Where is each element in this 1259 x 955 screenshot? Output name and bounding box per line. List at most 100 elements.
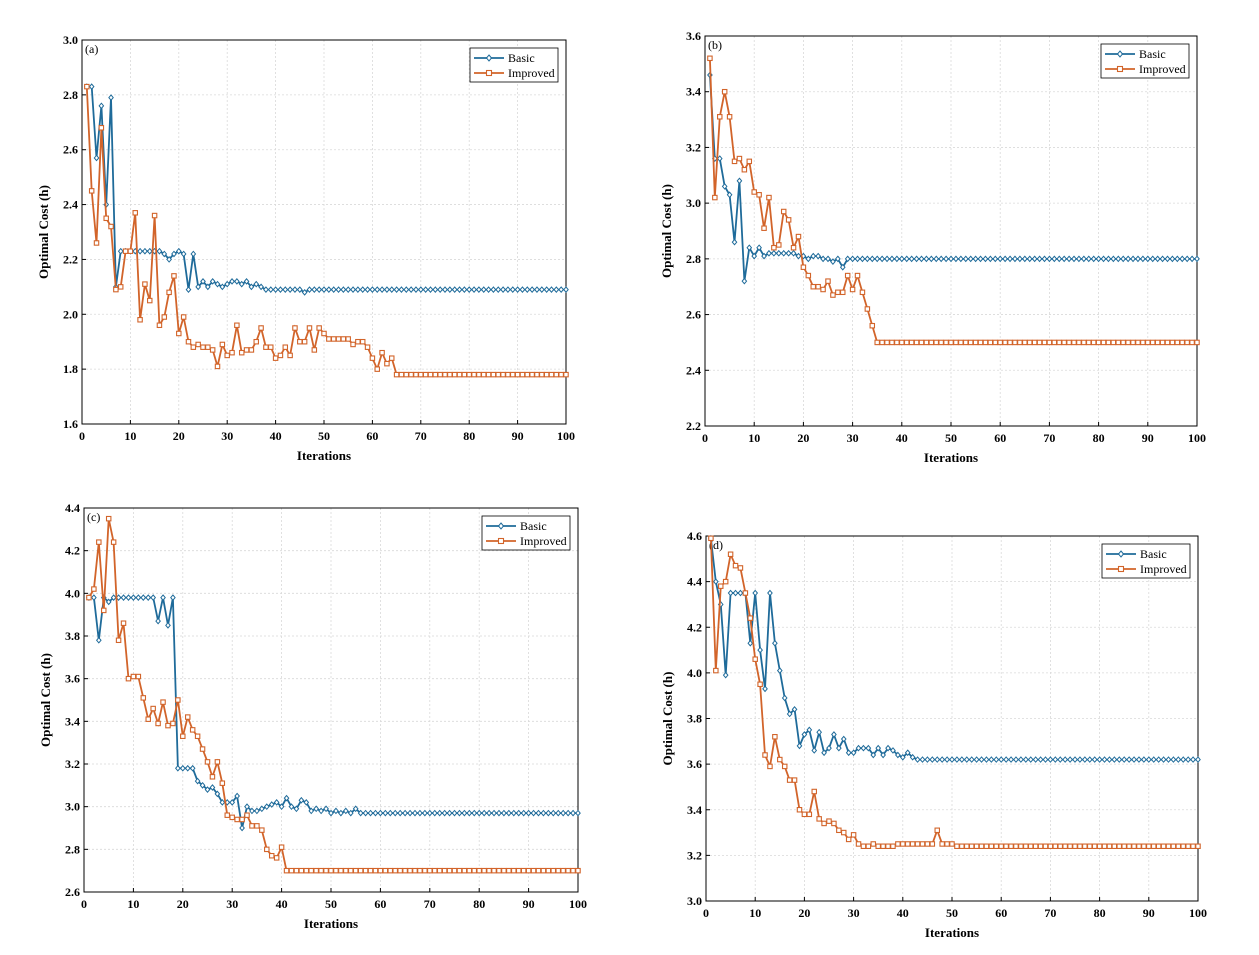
data-point: [506, 867, 512, 874]
data-point: [328, 809, 334, 817]
x-tick-label: 30: [226, 897, 238, 911]
x-tick-label: 50: [325, 897, 337, 911]
data-point: [1002, 255, 1008, 263]
data-point: [1062, 756, 1069, 763]
data-point: [771, 249, 777, 257]
data-point: [200, 277, 206, 285]
data-point: [790, 244, 797, 251]
chart-panel-d: 0 10 20 30 40 50 60 70 80 90 100 3.0 3.2 3.4 3.6 3.8 4.0…: [630, 495, 1259, 950]
data-point: [721, 88, 728, 95]
data-point: [712, 578, 719, 585]
data-point: [258, 325, 264, 331]
data-point: [844, 272, 851, 279]
data-point: [885, 843, 891, 849]
data-point: [870, 751, 877, 759]
data-point: [224, 280, 231, 288]
data-point: [727, 551, 734, 557]
data-point: [1115, 255, 1122, 263]
data-point: [717, 114, 723, 120]
data-point: [456, 371, 463, 378]
data-point: [422, 371, 429, 378]
data-point: [826, 818, 832, 824]
data-point: [722, 671, 729, 679]
data-point: [840, 289, 846, 296]
data-point: [553, 371, 560, 378]
data-point: [1155, 843, 1162, 849]
data-point: [722, 578, 729, 585]
series-basic-c: [86, 594, 581, 832]
data-point: [1037, 756, 1044, 763]
y-tick-label: 2.8: [65, 842, 80, 856]
data-point: [751, 189, 757, 195]
data-point: [238, 280, 245, 288]
data-point: [923, 255, 930, 263]
data-point: [456, 809, 463, 817]
data-point: [898, 255, 905, 263]
data-point: [1136, 756, 1142, 763]
data-point: [436, 867, 443, 874]
x-tick-label: 50: [946, 906, 958, 920]
data-point: [296, 286, 303, 293]
data-point: [928, 339, 935, 346]
data-point: [545, 809, 552, 817]
data-point: [555, 809, 562, 817]
grid-b: [704, 35, 1198, 427]
data-point: [160, 699, 166, 705]
legend-marker: [485, 54, 493, 62]
data-point: [471, 867, 478, 874]
data-point: [826, 744, 832, 752]
data-point: [1096, 756, 1103, 763]
y-tick-label: 4.2: [687, 620, 702, 634]
data-point: [914, 756, 921, 763]
data-point: [982, 339, 989, 346]
y-tick-label: 1.8: [63, 362, 78, 376]
data-point: [1146, 843, 1152, 849]
data-point: [268, 344, 274, 350]
data-point: [495, 371, 501, 378]
data-point: [742, 590, 749, 596]
data-point: [496, 809, 502, 817]
data-point: [821, 749, 827, 757]
data-point: [362, 867, 369, 874]
data-point: [278, 844, 285, 850]
data-point: [543, 286, 550, 293]
data-point: [929, 841, 936, 847]
data-point: [209, 277, 216, 285]
data-point: [321, 330, 327, 337]
data-point: [1041, 339, 1048, 346]
data-point: [1012, 255, 1018, 263]
data-point: [1165, 843, 1172, 849]
data-point: [311, 347, 318, 353]
data-point: [558, 286, 565, 293]
data-point: [156, 322, 163, 329]
data-point: [377, 867, 384, 874]
data-point: [1154, 255, 1161, 263]
data-point: [865, 744, 872, 752]
data-point: [357, 809, 364, 817]
data-point: [860, 744, 867, 752]
legend-marker: [497, 522, 505, 530]
data-point: [253, 280, 260, 288]
data-point: [146, 247, 153, 255]
data-point: [845, 836, 852, 843]
data-point: [510, 809, 517, 817]
data-point: [505, 286, 511, 293]
data-point: [485, 371, 492, 378]
data-point: [205, 344, 211, 350]
data-point: [565, 809, 571, 817]
data-point: [93, 154, 100, 162]
data-point: [1095, 339, 1102, 346]
x-tick-label: 90: [1143, 906, 1155, 920]
data-point: [529, 371, 535, 378]
data-point: [874, 339, 880, 346]
data-point: [967, 339, 974, 346]
data-point: [869, 255, 876, 263]
data-point: [95, 636, 102, 644]
data-point: [1085, 255, 1092, 263]
y-tick-label: 4.4: [687, 575, 702, 589]
x-tick-label: 50: [945, 431, 957, 445]
data-point: [959, 843, 965, 849]
x-tick-label: 40: [270, 429, 282, 443]
